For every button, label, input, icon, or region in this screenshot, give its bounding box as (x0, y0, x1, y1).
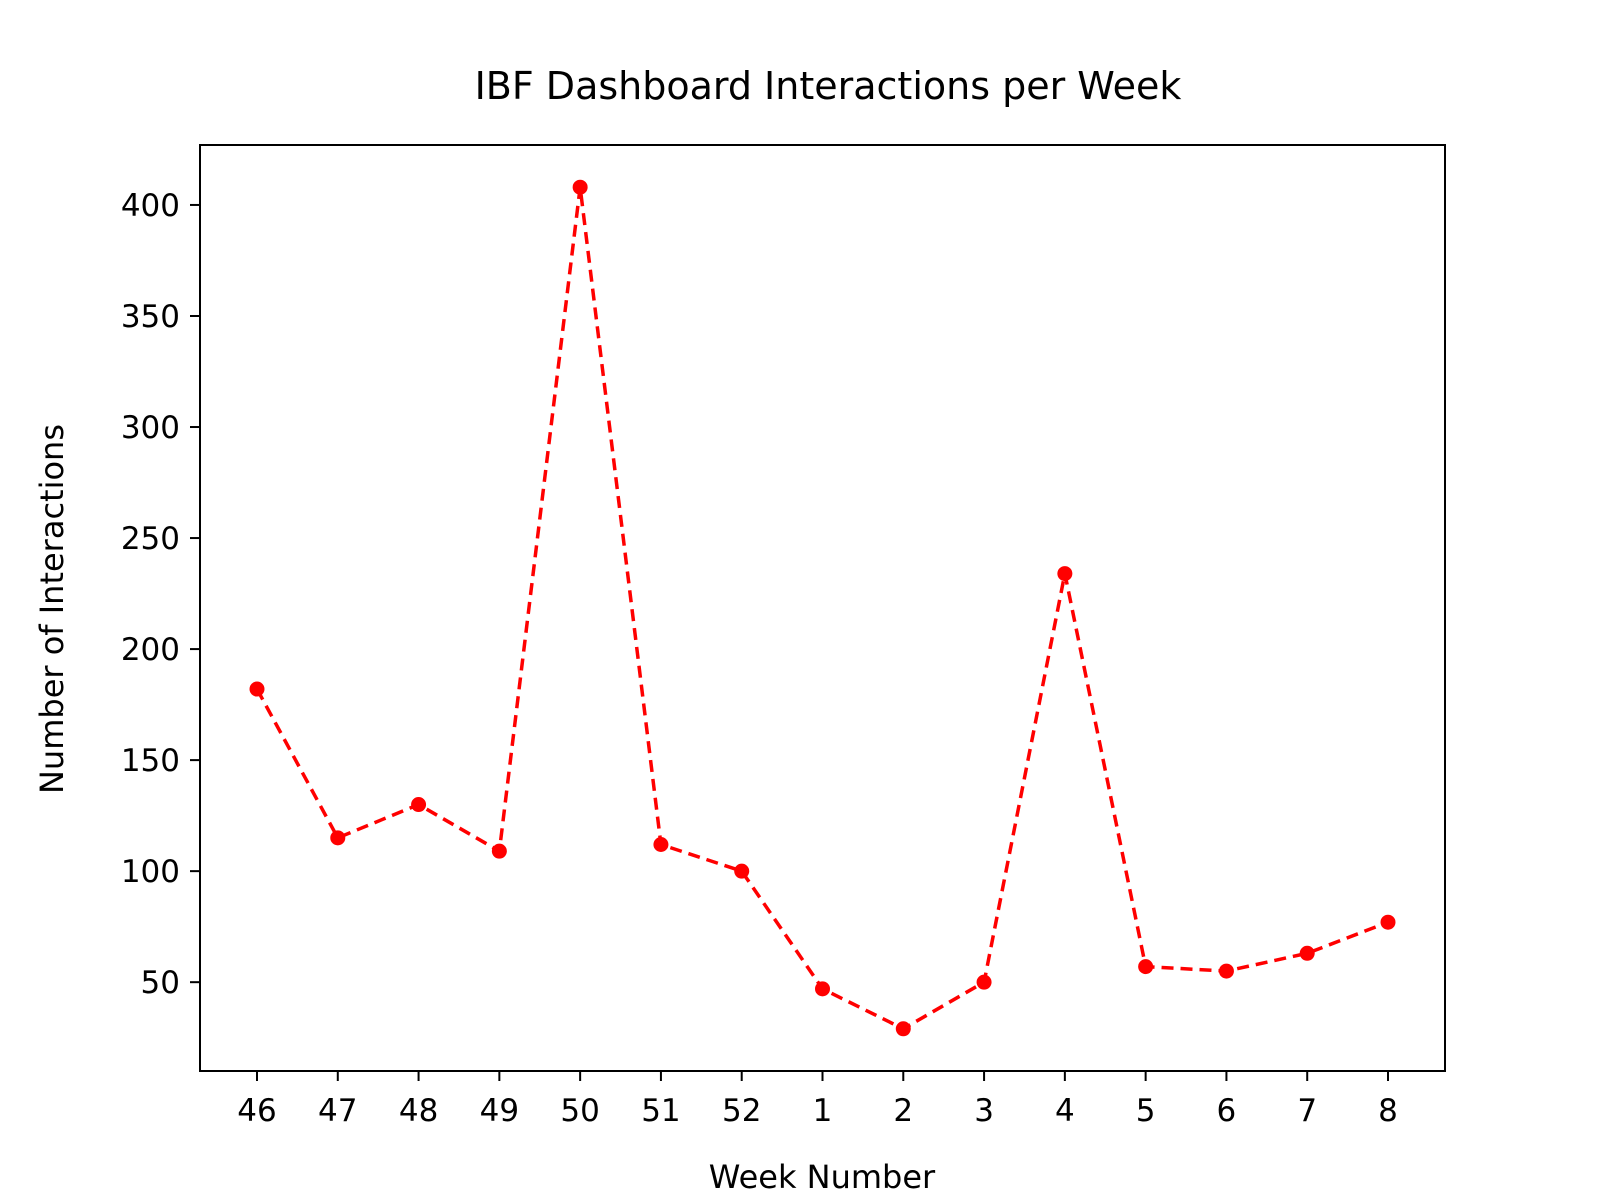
x-tick-label: 47 (318, 1093, 357, 1129)
y-tick-label: 300 (121, 410, 180, 446)
x-axis-title: Week Number (709, 1158, 936, 1196)
x-tick-label: 49 (480, 1093, 519, 1129)
x-tick-label: 50 (560, 1093, 599, 1129)
data-point (572, 179, 588, 195)
y-tick-label: 50 (141, 965, 180, 1001)
x-tick-label: 3 (974, 1093, 994, 1129)
data-point (411, 797, 427, 813)
x-tick-label: 52 (722, 1093, 761, 1129)
y-axis: 50 100 150 200 250 300 350 400 (121, 188, 200, 1001)
data-point (653, 836, 669, 852)
data-point (249, 681, 265, 697)
data-point (734, 863, 750, 879)
data-point (491, 843, 507, 859)
data-point (1138, 959, 1154, 975)
x-tick-label: 6 (1217, 1093, 1237, 1129)
x-tick-label: 5 (1136, 1093, 1156, 1129)
x-tick-label: 2 (893, 1093, 913, 1129)
y-tick-label: 350 (121, 299, 180, 335)
plot-frame (199, 144, 1446, 1072)
y-tick-label: 400 (121, 188, 180, 224)
chart-title: IBF Dashboard Interactions per Week (475, 64, 1182, 108)
data-point (1218, 963, 1234, 979)
y-axis-title: Number of Interactions (33, 424, 71, 794)
y-tick-label: 250 (121, 521, 180, 557)
data-point (895, 1021, 911, 1037)
series-line (255, 185, 1389, 1031)
x-tick-label: 48 (399, 1093, 438, 1129)
x-tick-label: 7 (1297, 1093, 1317, 1129)
data-point (330, 830, 346, 846)
x-tick-label: 8 (1378, 1093, 1398, 1129)
x-tick-label: 1 (813, 1093, 833, 1129)
x-tick-label: 51 (641, 1093, 680, 1129)
x-axis: 46 47 48 49 50 51 52 1 2 3 4 5 6 7 8 (237, 1071, 1398, 1129)
data-point (815, 981, 830, 997)
data-point (1380, 914, 1396, 930)
y-tick-label: 200 (121, 632, 180, 668)
data-point (976, 974, 992, 990)
x-tick-label: 46 (237, 1093, 276, 1129)
y-tick-label: 150 (121, 743, 180, 779)
y-tick-label: 100 (121, 854, 180, 890)
data-point (1057, 566, 1073, 582)
data-point (1299, 945, 1315, 961)
plot-layer (249, 179, 1396, 1037)
x-tick-label: 4 (1055, 1093, 1075, 1129)
